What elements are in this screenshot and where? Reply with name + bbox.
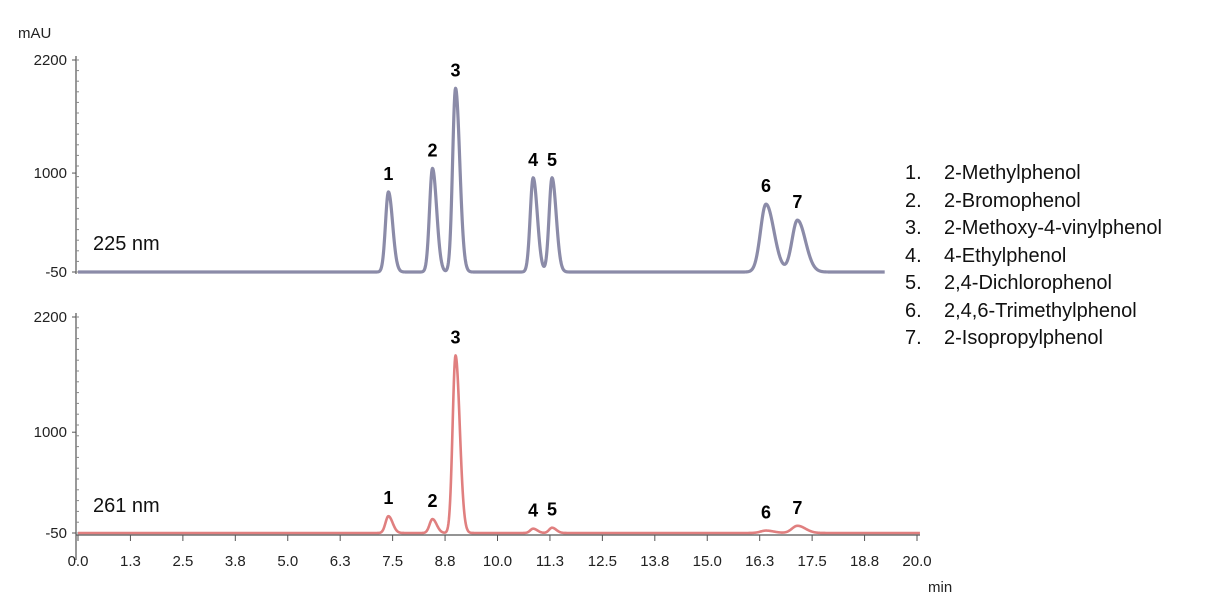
peak-label: 2 <box>427 491 437 511</box>
legend-item: 6. 2,4,6-Trimethylphenol <box>905 298 1162 326</box>
x-tick-label: 17.5 <box>798 553 827 570</box>
legend-item-number: 6. <box>905 299 922 322</box>
x-tick-label: 0.0 <box>68 553 89 570</box>
peak-label: 5 <box>547 500 557 520</box>
trace-261-nm <box>77 354 921 535</box>
x-tick-label: 11.3 <box>536 553 564 570</box>
x-tick-label: 8.8 <box>435 553 456 570</box>
legend-item-name: 2-Methoxy-4-vinylphenol <box>944 217 1162 239</box>
x-axis-unit: min <box>928 579 952 596</box>
compound-legend: 1. 2-Methylphenol 2. 2-Bromophenol 3. 2-Metho… <box>905 160 1162 353</box>
x-tick-label: 18.8 <box>850 553 879 570</box>
peak-label: 4 <box>528 150 538 170</box>
peak-label: 6 <box>761 176 771 196</box>
peak-label: 6 <box>761 503 771 523</box>
peak-label: 5 <box>547 150 557 170</box>
x-tick-label: 3.8 <box>225 553 246 570</box>
peak-label: 2 <box>427 140 437 160</box>
legend-item-name: 2-Isopropylphenol <box>944 327 1103 349</box>
legend-item-name: 2,4-Dichlorophenol <box>944 272 1112 294</box>
y-tick-label: -50 <box>45 525 67 542</box>
peak-label: 7 <box>792 498 802 518</box>
y-axis-unit: mAU <box>18 25 51 42</box>
x-tick-label: 1.3 <box>120 553 141 570</box>
legend-item-number: 5. <box>905 272 922 294</box>
legend-item: 2. 2-Bromophenol <box>905 188 1162 216</box>
legend-item-name: 2,4,6-Trimethylphenol <box>944 299 1137 322</box>
panel-2: 2200 1000 -50 1 2 3 4 5 6 7 261 nm <box>34 309 921 560</box>
y-tick-label: 1000 <box>34 424 67 441</box>
legend-item-number: 2. <box>905 189 922 212</box>
peak-label: 4 <box>528 501 538 521</box>
y-tick-label: -50 <box>45 264 67 281</box>
wavelength-label: 225 nm <box>93 233 160 255</box>
trace-225-nm <box>76 86 886 274</box>
x-tick-label: 10.0 <box>483 553 512 570</box>
x-axis: 0.0 1.3 2.5 3.8 5.0 6.3 7.5 8.8 10.0 11.3 12.5 13.8… <box>68 534 932 570</box>
legend-item-name: 4-Ethylphenol <box>944 244 1067 267</box>
x-tick-label: 7.5 <box>382 553 403 570</box>
y-tick-label: 1000 <box>34 165 67 182</box>
peak-label: 3 <box>451 327 461 347</box>
legend-item-name: 2-Bromophenol <box>944 189 1081 212</box>
x-tick-label: 6.3 <box>330 553 351 570</box>
peak-label: 7 <box>792 192 802 212</box>
legend-item-number: 3. <box>905 217 922 239</box>
peak-label: 1 <box>383 488 393 508</box>
legend-item-number: 1. <box>905 162 922 184</box>
x-tick-label: 13.8 <box>640 553 669 570</box>
y-tick-label: 2200 <box>34 52 67 69</box>
y-tick-label: 2200 <box>34 309 67 326</box>
legend-item: 1. 2-Methylphenol <box>905 160 1162 188</box>
legend-item: 5. 2,4-Dichlorophenol <box>905 270 1162 298</box>
legend-item: 4. 4-Ethylphenol <box>905 243 1162 271</box>
x-tick-label: 12.5 <box>588 553 617 570</box>
panel-1: 2200 1000 -50 1 2 3 4 5 6 7 225 nm <box>34 52 886 281</box>
legend-item: 7. 2-Isopropylphenol <box>905 325 1162 353</box>
peak-label: 1 <box>383 164 393 184</box>
x-tick-label: 2.5 <box>172 553 193 570</box>
x-tick-label: 20.0 <box>902 553 931 570</box>
legend-item-number: 7. <box>905 327 922 349</box>
peak-label: 3 <box>451 60 461 80</box>
legend-item-name: 2-Methylphenol <box>944 162 1081 184</box>
x-tick-label: 16.3 <box>745 553 774 570</box>
x-tick-label: 5.0 <box>277 553 298 570</box>
wavelength-label: 261 nm <box>93 495 160 517</box>
legend-item-number: 4. <box>905 244 922 267</box>
legend-item: 3. 2-Methoxy-4-vinylphenol <box>905 215 1162 243</box>
x-tick-label: 15.0 <box>693 553 722 570</box>
